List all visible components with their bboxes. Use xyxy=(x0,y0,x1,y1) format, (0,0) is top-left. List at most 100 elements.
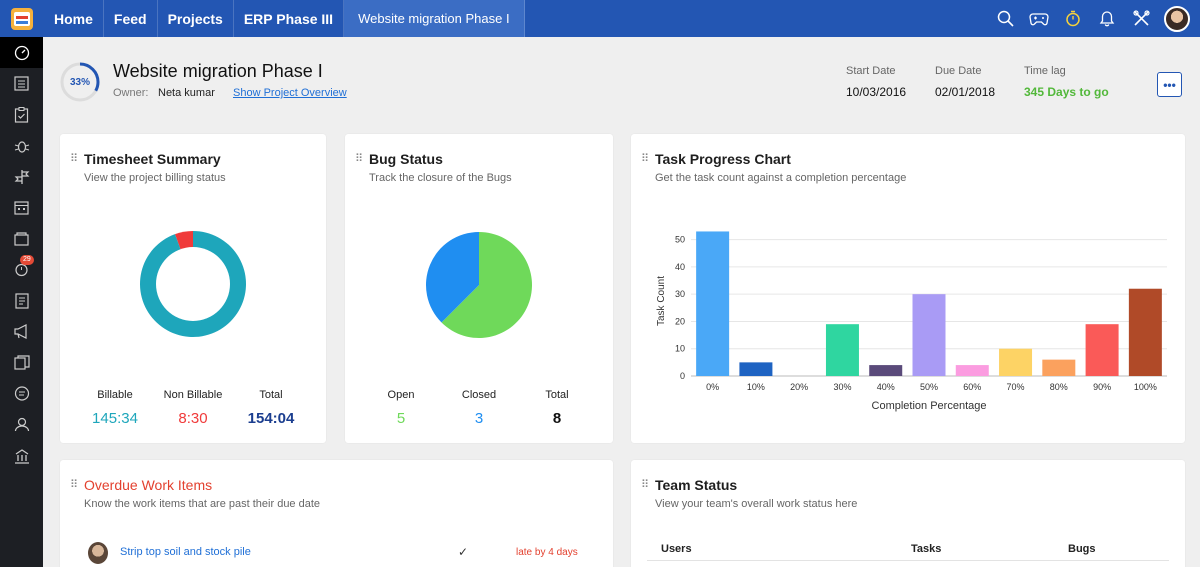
show-project-overview-link[interactable]: Show Project Overview xyxy=(233,87,347,99)
drag-handle-icon[interactable]: ⠿ xyxy=(70,479,78,491)
card-title: Timesheet Summary xyxy=(84,151,221,167)
x-tick-label: 50% xyxy=(920,382,938,392)
drag-handle-icon[interactable]: ⠿ xyxy=(70,153,78,165)
y-tick-label: 50 xyxy=(675,235,685,245)
nav-home[interactable]: Home xyxy=(44,0,104,37)
card-title: Bug Status xyxy=(369,151,443,167)
billable-label: Billable xyxy=(97,389,133,401)
start-date-value: 10/03/2016 xyxy=(846,85,907,99)
column-header-bugs: Bugs xyxy=(1068,543,1096,555)
card-title: Task Progress Chart xyxy=(655,151,791,167)
bell-icon[interactable] xyxy=(1090,0,1124,37)
folder-icon[interactable] xyxy=(0,223,43,254)
x-tick-label: 70% xyxy=(1007,382,1025,392)
timer-icon[interactable]: 29 xyxy=(0,254,43,285)
y-axis-label: Task Count xyxy=(656,276,667,326)
users-icon[interactable] xyxy=(0,409,43,440)
bar-10pct[interactable] xyxy=(739,362,773,376)
bar-70pct[interactable] xyxy=(999,348,1033,376)
bar-60pct[interactable] xyxy=(955,365,989,376)
divider xyxy=(647,560,1169,561)
chat-icon[interactable] xyxy=(0,378,43,409)
check-icon: ✓ xyxy=(458,545,469,559)
tools-icon[interactable] xyxy=(1124,0,1158,37)
bug-status-card: ⠿ Bug Status Track the closure of the Bu… xyxy=(345,134,613,443)
closed-bugs-slice xyxy=(426,232,479,323)
dashboard-icon[interactable] xyxy=(0,37,43,68)
bug-icon[interactable] xyxy=(0,130,43,161)
bar-40pct[interactable] xyxy=(869,365,903,376)
project-progress-ring: 33% xyxy=(59,61,101,103)
timesheet-summary-card: ⠿ Timesheet Summary View the project bil… xyxy=(60,134,326,443)
team-status-card: ⠿ Team Status View your team's overall w… xyxy=(631,460,1185,567)
sidebar: 29 xyxy=(0,37,43,567)
closed-bugs-value: 3 xyxy=(474,410,484,427)
milestone-icon[interactable] xyxy=(0,161,43,192)
bar-0pct[interactable] xyxy=(696,231,730,376)
nav-tab-erp-phase-iii[interactable]: ERP Phase III xyxy=(234,0,345,37)
invoice-icon[interactable] xyxy=(0,285,43,316)
owner-label: Owner: xyxy=(113,87,149,99)
overdue-work-items-card: ⠿ Overdue Work Items Know the work items… xyxy=(60,460,613,567)
documents-icon[interactable] xyxy=(0,347,43,378)
search-icon[interactable] xyxy=(988,0,1022,37)
checklist-icon[interactable] xyxy=(0,99,43,130)
drag-handle-icon[interactable]: ⠿ xyxy=(641,479,649,491)
bar-30pct[interactable] xyxy=(825,324,859,376)
more-options-button[interactable]: ••• xyxy=(1157,72,1182,97)
x-tick-label: 100% xyxy=(1134,382,1157,392)
bar-80pct[interactable] xyxy=(1042,359,1076,376)
bar-90pct[interactable] xyxy=(1085,324,1119,376)
drag-handle-icon[interactable]: ⠿ xyxy=(641,153,649,165)
total-hours-label: Total xyxy=(259,389,283,401)
nav-tab-website-migration[interactable]: Website migration Phase I xyxy=(344,0,525,37)
work-item-name[interactable]: Strip top soil and stock pile xyxy=(120,546,251,558)
app-logo[interactable] xyxy=(0,0,44,37)
list-icon[interactable] xyxy=(0,68,43,99)
x-tick-label: 80% xyxy=(1050,382,1068,392)
owner-name: Neta kumar xyxy=(158,87,215,99)
total-bugs-label: Total xyxy=(545,389,569,401)
y-tick-label: 30 xyxy=(675,289,685,299)
due-date-label: Due Date xyxy=(935,65,982,77)
bar-100pct[interactable] xyxy=(1128,288,1162,376)
timesheet-donut-chart xyxy=(140,231,246,337)
reports-icon[interactable] xyxy=(0,440,43,471)
time-lag-value: 345 Days to go xyxy=(1024,85,1109,99)
x-axis-label: Completion Percentage xyxy=(872,400,987,412)
calendar-icon[interactable] xyxy=(0,192,43,223)
y-tick-label: 40 xyxy=(675,262,685,272)
start-date-label: Start Date xyxy=(846,65,896,77)
announcement-icon[interactable] xyxy=(0,316,43,347)
task-progress-chart-card: ⠿ Task Progress Chart Get the task count… xyxy=(631,134,1185,443)
user-avatar[interactable] xyxy=(1164,5,1190,32)
late-status: late by 4 days xyxy=(516,547,578,558)
total-bugs-value: 8 xyxy=(552,410,562,427)
x-tick-label: 10% xyxy=(747,382,765,392)
card-subtitle: Get the task count against a completion … xyxy=(655,172,907,184)
timer-icon[interactable] xyxy=(1056,0,1090,37)
y-tick-label: 0 xyxy=(680,371,685,381)
closed-bugs-label: Closed xyxy=(461,389,497,401)
gamepad-icon[interactable] xyxy=(1022,0,1056,37)
top-actions xyxy=(988,0,1200,37)
nav-feed[interactable]: Feed xyxy=(104,0,158,37)
card-title: Team Status xyxy=(655,477,738,493)
x-tick-label: 40% xyxy=(877,382,895,392)
drag-handle-icon[interactable]: ⠿ xyxy=(355,153,363,165)
nav-projects[interactable]: Projects xyxy=(158,0,234,37)
bug-status-pie-chart xyxy=(426,232,532,338)
non-billable-label: Non Billable xyxy=(163,389,223,401)
time-lag-label: Time lag xyxy=(1024,65,1066,77)
y-tick-label: 10 xyxy=(675,344,685,354)
total-hours-value: 154:04 xyxy=(247,410,295,427)
card-subtitle: View your team's overall work status her… xyxy=(655,498,858,510)
donut-hole xyxy=(156,247,230,321)
non-billable-value: 8:30 xyxy=(178,410,208,427)
zoho-projects-logo-icon xyxy=(11,7,33,30)
due-date-value: 02/01/2018 xyxy=(935,85,996,99)
card-title: Overdue Work Items xyxy=(84,477,213,493)
open-bugs-value: 5 xyxy=(396,410,406,427)
list-item[interactable]: Strip top soil and stock pile ✓ late by … xyxy=(84,542,594,566)
bar-50pct[interactable] xyxy=(912,294,946,376)
